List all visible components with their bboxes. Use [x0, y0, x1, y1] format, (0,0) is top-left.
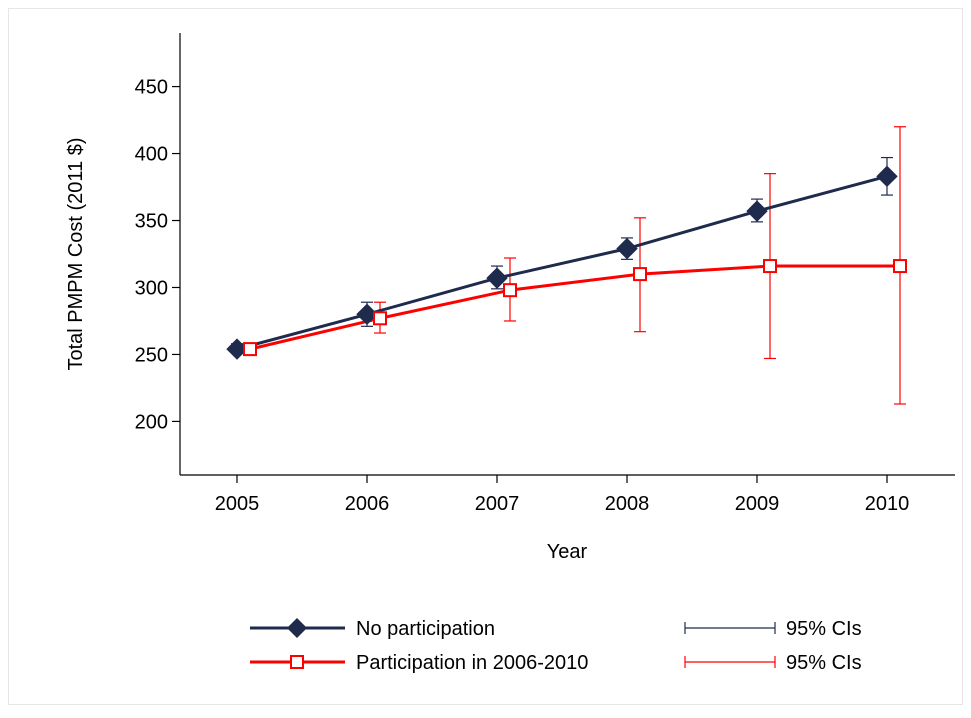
- legend-label-series-1: Participation in 2006-2010: [356, 652, 588, 674]
- data-point-square: [893, 259, 907, 274]
- data-point-diamond: [746, 200, 768, 222]
- legend-label-series-0: No participation: [356, 618, 495, 640]
- data-point-diamond: [876, 165, 898, 188]
- legend-item-series-0: No participation: [250, 618, 495, 640]
- x-tick-label: 2007: [475, 493, 520, 515]
- y-tick-label: 300: [135, 277, 168, 299]
- series-markers: [226, 165, 907, 360]
- y-axis-title: Total PMPM Cost (2011 $): [65, 137, 87, 370]
- legend-diamond-marker: [287, 618, 307, 638]
- data-point-square: [763, 259, 777, 274]
- y-axis-ticks: 200 250 300 350 400 450: [135, 77, 180, 433]
- x-tick-label: 2006: [345, 493, 390, 515]
- legend-item-ci-0: 95% CIs: [684, 618, 862, 640]
- series-lines: [236, 174, 900, 351]
- data-point-diamond: [616, 237, 638, 260]
- series-line-0: [236, 174, 888, 351]
- data-point-square: [373, 311, 387, 326]
- legend-item-series-1: Participation in 2006-2010: [250, 652, 588, 674]
- y-tick-label: 200: [135, 411, 168, 433]
- data-point-diamond: [486, 267, 508, 289]
- legend-label-ci-1: 95% CIs: [786, 652, 862, 674]
- data-point-square: [243, 342, 257, 357]
- data-point-square: [633, 267, 647, 282]
- y-tick-label: 250: [135, 344, 168, 366]
- chart-frame: [8, 8, 963, 705]
- data-point-diamond: [356, 303, 378, 325]
- x-tick-label: 2010: [865, 493, 910, 515]
- series-line-1: [249, 264, 900, 351]
- x-tick-label: 2009: [735, 493, 780, 515]
- y-tick-label: 400: [135, 144, 168, 166]
- y-tick-label: 450: [135, 77, 168, 99]
- legend-item-ci-1: 95% CIs: [684, 652, 862, 674]
- x-tick-label: 2005: [215, 493, 260, 515]
- x-axis-title: Year: [547, 541, 588, 563]
- x-tick-label: 2008: [605, 493, 650, 515]
- legend-label-ci-0: 95% CIs: [786, 618, 862, 640]
- legend-square-marker: [290, 655, 304, 669]
- data-point-square: [503, 283, 517, 298]
- x-axis-ticks: 2005 2006 2007 2008 2009 2010: [215, 475, 910, 515]
- legend: No participation Participation in 2006-2…: [250, 618, 862, 674]
- y-tick-label: 350: [135, 211, 168, 233]
